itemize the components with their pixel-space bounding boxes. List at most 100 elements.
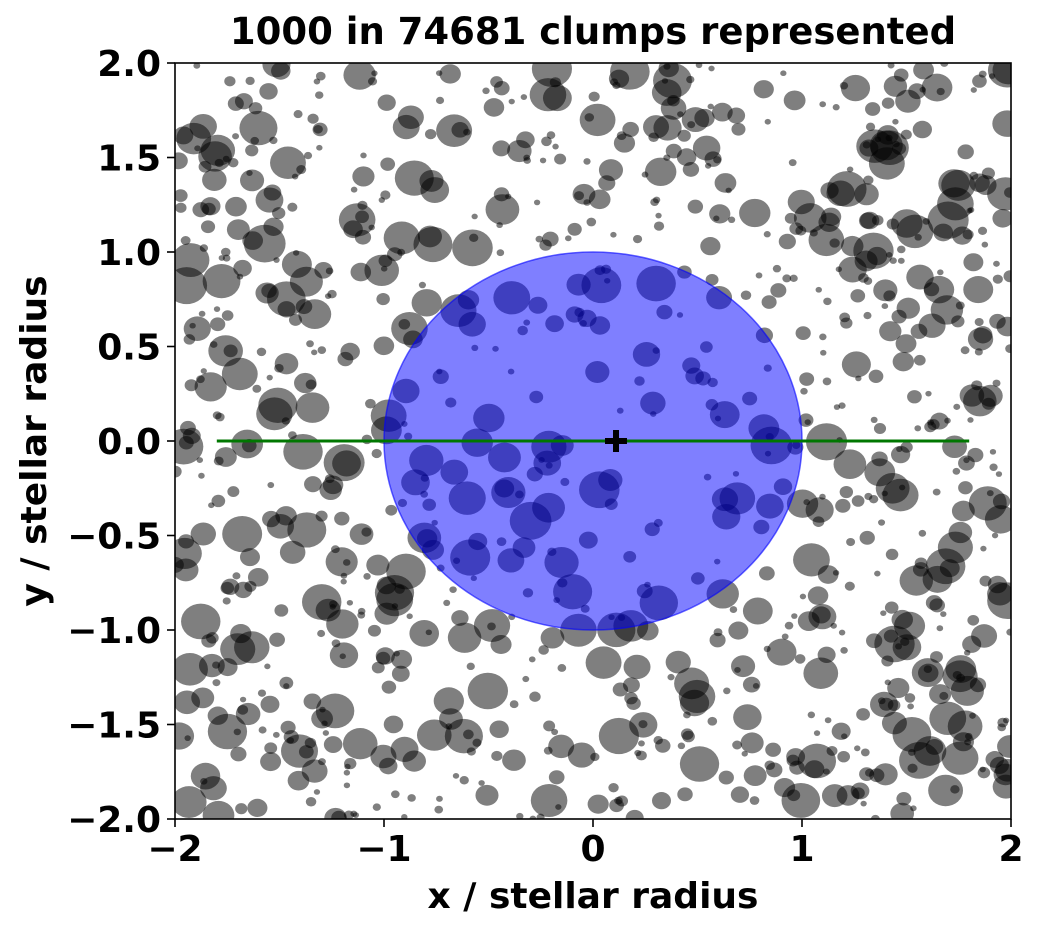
clump [846,166,854,173]
clump [808,223,845,257]
clump [989,448,997,455]
clump [248,102,263,115]
clump [264,663,271,670]
clump [260,695,280,713]
clump [233,728,242,736]
clump [730,786,750,803]
clump [269,136,278,145]
clump [452,229,493,267]
clump [184,735,191,742]
clump [211,494,226,508]
clump [937,531,973,564]
clump [304,476,322,493]
clump [610,231,617,238]
clump [391,665,410,682]
clump [598,717,639,755]
clump [220,247,231,257]
clump [709,204,731,224]
clump [436,114,473,147]
clump [366,554,390,576]
clump [198,472,205,479]
clump [183,316,211,341]
clump [191,687,215,709]
clump [406,613,413,620]
clump [995,758,1011,782]
clump [376,293,390,306]
clump [749,796,760,805]
clump [371,661,385,674]
clump [733,704,762,731]
clump [708,65,715,72]
clump [529,691,541,702]
clump [854,250,878,272]
clump [858,273,869,283]
clump [992,493,1011,510]
clump [316,144,323,151]
clump [953,403,961,410]
clump [489,720,509,739]
clump [907,390,922,404]
clump [466,662,475,671]
clump [918,313,946,338]
clump [758,566,775,581]
x-tick-label: 0 [580,829,605,870]
clump [878,519,886,526]
clump [343,220,363,239]
clump [652,196,661,204]
clump [653,736,663,745]
clump [873,423,887,434]
clump [652,792,672,810]
clump [256,347,267,357]
clump [817,565,839,584]
y-tick-label: 2.0 [97,44,161,85]
clump [993,260,1000,267]
clump [614,796,623,805]
clump [813,730,821,736]
clump [380,190,391,200]
clump [272,207,286,220]
clump [194,145,201,152]
clump [221,357,258,391]
clump [283,683,290,689]
clump [417,225,442,248]
clump [433,687,464,715]
clump [272,731,280,738]
clump [262,63,291,78]
clump [860,748,870,757]
clump [380,157,396,171]
clump [175,465,182,478]
clump [175,267,208,305]
clump [865,122,876,132]
clump [653,63,692,99]
clump [831,722,851,740]
clump [587,794,609,814]
clump [794,654,806,664]
clump [567,222,582,236]
clump [269,632,285,647]
clump [978,226,988,235]
clump [522,675,530,683]
clump [315,693,355,729]
clump [247,567,269,587]
clump [352,812,360,818]
clump [323,736,343,753]
clump [804,760,825,779]
clump [940,611,947,617]
x-tick-label: −2 [147,829,202,870]
clump [230,746,247,762]
clump [820,349,827,356]
clump [233,259,252,277]
clump [623,654,651,680]
clump [904,693,916,703]
clump [467,672,509,710]
clump [551,728,559,736]
clump [245,76,255,86]
clump [705,273,719,286]
clump [912,120,932,139]
clump [261,283,277,298]
clump [727,216,736,224]
clump [879,697,894,711]
clump [897,257,905,264]
clump [743,765,767,787]
